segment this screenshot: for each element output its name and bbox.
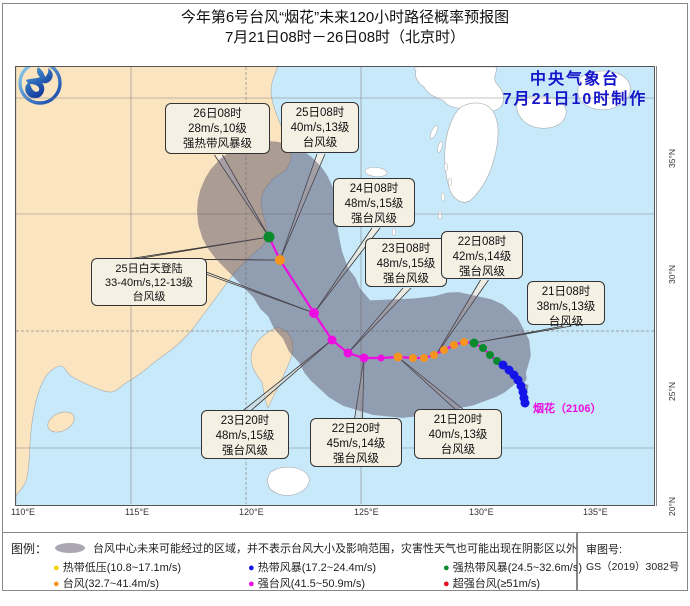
svg-text:烟花（2106）: 烟花（2106） — [533, 401, 601, 415]
